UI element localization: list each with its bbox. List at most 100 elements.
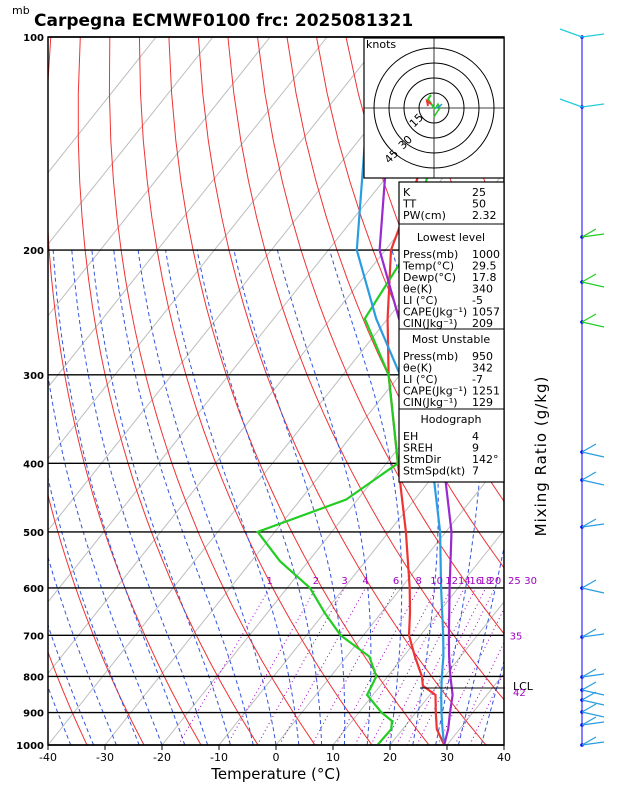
wind-barb: [581, 628, 597, 638]
wind-barb: [581, 681, 597, 691]
wind-barb: [559, 98, 583, 108]
hodograph-trace-red: [425, 98, 432, 107]
profile-line-3: [355, 37, 446, 745]
dry-adiabat-line: [108, 37, 316, 745]
mixing-ratio-label: 16: [469, 576, 482, 587]
dry-adiabat-line: [48, 493, 145, 745]
wind-barb: [581, 479, 605, 486]
wind-barb: [581, 321, 605, 328]
temperature-tick-labels: -40 -30 -20 -10 0 10 20 30 40: [39, 745, 511, 764]
pressure-tick-label: 200: [23, 246, 44, 257]
mixing-ratio-label: 30: [524, 576, 537, 587]
table-row-label: K: [403, 186, 411, 199]
isotherm-line: [104, 243, 504, 745]
wind-barb: [581, 281, 605, 288]
table-row-label: LI (°C): [403, 373, 438, 386]
table-row-label: TT: [402, 198, 417, 211]
dry-adiabat-line: [48, 650, 88, 745]
pressure-tick-label: 900: [23, 709, 44, 720]
mixing-ratio-label: 6: [393, 576, 399, 587]
table-row-label: StmSpd(kt): [403, 465, 465, 478]
chart-title: Carpegna ECMWF0100 frc: 2025081321: [34, 11, 413, 31]
table-row-label: CAPE(Jkg⁻¹): [403, 306, 467, 319]
wind-barb: [581, 523, 605, 528]
table-row-label: θe(K): [403, 362, 432, 375]
wind-barb: [581, 451, 605, 458]
table-row-label: StmDir: [403, 453, 442, 466]
table-row-value: 342: [472, 362, 493, 375]
table-row-value: -7: [472, 373, 483, 386]
table-row-value: 2.32: [472, 209, 497, 222]
isotherm-line: [48, 37, 271, 317]
pressure-tick-label: 700: [23, 631, 44, 642]
wind-barb: [581, 711, 605, 718]
table-row-label: CIN(Jkg⁻¹): [403, 317, 458, 330]
mixing-ratio-line: [256, 587, 345, 745]
wind-barb: [581, 703, 597, 713]
temperature-tick-label: 20: [383, 751, 397, 764]
table-row-value: 29.5: [472, 260, 497, 273]
table-row-value: 25: [472, 186, 486, 199]
mixing-ratio-label: 4: [362, 576, 368, 587]
temperature-tick-label: -30: [96, 751, 114, 764]
table-row-value: 17.8: [472, 271, 497, 284]
wind-barb: [581, 673, 605, 678]
mixing-ratio-label: 20: [489, 576, 502, 587]
isotherm-line: [48, 171, 504, 745]
temperature-tick-label: 0: [273, 751, 280, 764]
isotherm-line: [389, 601, 504, 745]
table-row-value: 4: [472, 430, 479, 443]
hodograph-units: knots: [366, 38, 396, 51]
profile-series: [255, 37, 471, 745]
moist-adiabat-line: [91, 250, 231, 745]
wind-barb: [581, 273, 597, 283]
table-row-label: PW(cm): [403, 209, 446, 222]
table-row-value: -5: [472, 294, 483, 307]
mixing-ratio-label: 35: [510, 631, 523, 642]
wind-barb: [581, 689, 605, 696]
pressure-tick-labels: 100 200 300 400 500 600 700 800 900 1000: [16, 33, 44, 752]
dry-adiabat-line: [48, 37, 202, 745]
temperature-tick-label: 10: [326, 751, 340, 764]
pressure-tick-label: 400: [23, 459, 44, 470]
temperature-tick-label: 40: [497, 751, 511, 764]
dry-adiabat-line: [77, 37, 259, 745]
wind-barb: [559, 28, 583, 38]
temperature-tick-label: -20: [153, 751, 171, 764]
mixing-ratio-label: 8: [416, 576, 422, 587]
wind-barb: [581, 103, 605, 108]
mixing-ratio-label: 10: [430, 576, 443, 587]
table-row-value: 7: [472, 465, 479, 478]
isotherm-line: [275, 458, 504, 745]
wind-barb: [581, 736, 597, 746]
table-row-value: 209: [472, 317, 493, 330]
moist-adiabat-line: [196, 250, 323, 745]
wind-barb: [581, 471, 597, 481]
mixing-ratio-label: 18: [479, 576, 492, 587]
pressure-tick-label: 100: [23, 33, 44, 44]
table-row-value: 9: [472, 442, 479, 455]
table-row-label: EH: [403, 430, 418, 443]
table-row-value: 142°: [472, 453, 499, 466]
table-row-label: SREH: [403, 442, 433, 455]
wind-profile: [559, 28, 605, 747]
table-section-header: Lowest level: [417, 231, 485, 244]
lcl-label: LCL: [513, 680, 534, 693]
profile-line-2: [255, 37, 465, 745]
pressure-tick-label: 300: [23, 371, 44, 382]
isotherm-line: [48, 37, 442, 532]
isotherm-line: [48, 37, 214, 246]
pressure-unit-label: mb: [12, 4, 30, 17]
table-row-value: 1251: [472, 385, 500, 398]
moist-adiabat-line: [480, 659, 504, 745]
dry-adiabat-line: [286, 37, 504, 569]
wind-barb: [581, 233, 605, 238]
temperature-tick-label: -10: [210, 751, 228, 764]
table-row-label: Temp(°C): [402, 260, 454, 273]
mixing-ratio-line: [311, 587, 397, 745]
wind-barb: [581, 721, 605, 726]
dry-adiabat-line: [138, 37, 373, 745]
wind-barb: [581, 579, 597, 589]
mixing-ratio-line: [335, 587, 420, 745]
wind-barb: [581, 228, 597, 238]
